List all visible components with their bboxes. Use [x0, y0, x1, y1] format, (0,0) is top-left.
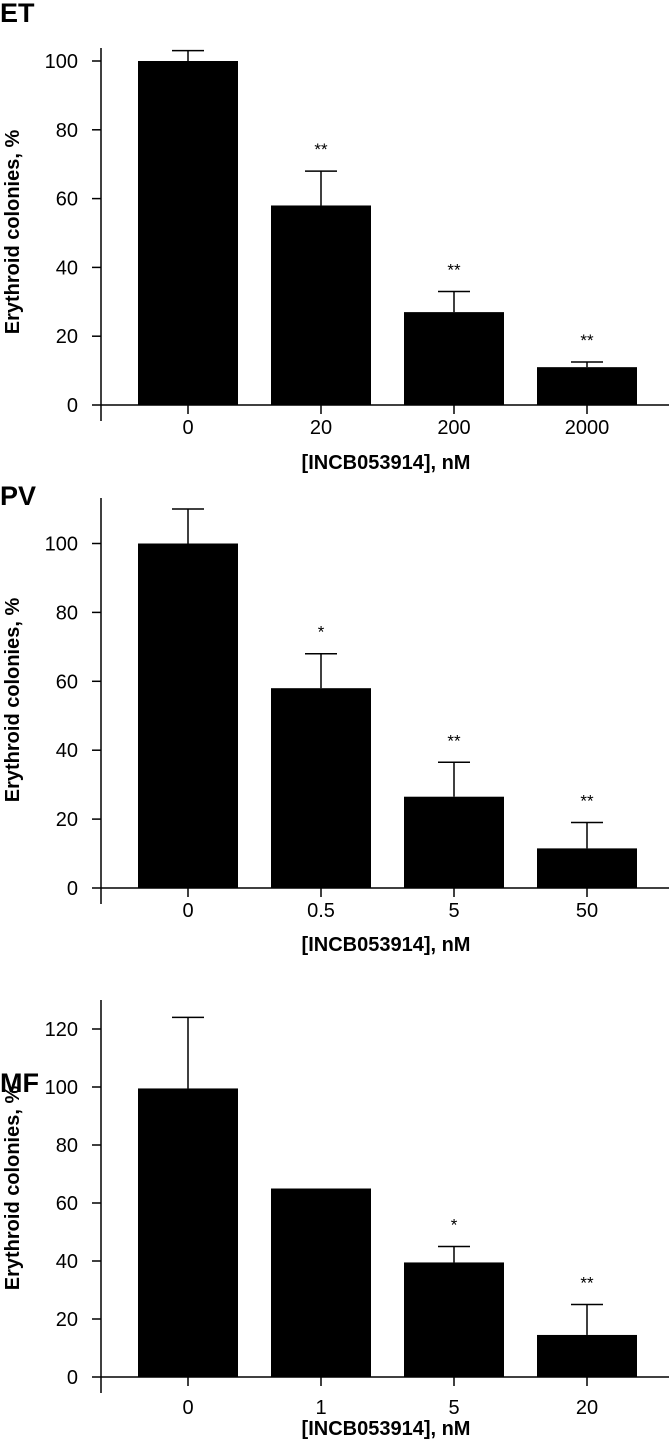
significance-label: ** — [580, 331, 594, 350]
significance-label: ** — [447, 260, 461, 279]
significance-label: ** — [447, 731, 461, 750]
y-tick-label: 80 — [56, 602, 78, 624]
x-tick-label: 1 — [315, 1397, 326, 1419]
y-tick-label: 120 — [45, 1019, 78, 1041]
significance-label: ** — [580, 792, 594, 811]
x-tick-label: 20 — [310, 417, 332, 439]
bar — [537, 367, 637, 405]
chart-panel-pv: PV Erythroid colonies, % 0 20 40 60 80 100 0 * 0.5… — [0, 481, 669, 956]
y-tick-label: 40 — [56, 740, 78, 762]
y-tick-label: 20 — [56, 809, 78, 831]
y-tick-label: 40 — [56, 1251, 78, 1273]
y-tick-label: 40 — [56, 257, 78, 279]
x-tick-label: 0 — [182, 1397, 193, 1419]
x-tick-label: 50 — [576, 900, 598, 922]
y-tick-label: 100 — [45, 534, 78, 556]
bar — [138, 543, 238, 888]
x-tick-label: 200 — [437, 417, 470, 439]
significance-label: * — [451, 1216, 458, 1235]
x-tick-label: 0.5 — [307, 900, 335, 922]
y-tick-label: 20 — [56, 326, 78, 348]
y-tick-label: 80 — [56, 1135, 78, 1157]
y-tick-label: 100 — [45, 1077, 78, 1099]
x-tick-label: 2000 — [565, 417, 610, 439]
x-tick-label: 0 — [182, 900, 193, 922]
y-tick-label: 100 — [45, 51, 78, 73]
panel-label: PV — [0, 481, 36, 511]
bar — [138, 1088, 238, 1377]
y-tick-label: 0 — [67, 1367, 78, 1389]
y-tick-label: 20 — [56, 1309, 78, 1331]
bar — [404, 796, 504, 888]
bar — [537, 1334, 637, 1377]
bar — [404, 312, 504, 405]
y-tick-label: 60 — [56, 1193, 78, 1215]
x-tick-label: 20 — [576, 1397, 598, 1419]
panel-label: MF — [0, 1068, 39, 1098]
x-tick-label: 0 — [182, 417, 193, 439]
y-tick-label: 60 — [56, 189, 78, 211]
y-tick-label: 0 — [67, 395, 78, 417]
chart-panel-et: ET Erythroid colonies, % 0 20 40 60 80 100 0 ** 20… — [0, 0, 669, 474]
y-tick-label: 60 — [56, 671, 78, 693]
x-tick-label: 5 — [448, 1397, 459, 1419]
bar — [271, 1188, 371, 1377]
x-axis-title: [INCB053914], nM — [302, 934, 471, 956]
y-tick-label: 80 — [56, 120, 78, 142]
bar — [271, 688, 371, 888]
x-axis-title: [INCB053914], nM — [302, 1418, 471, 1440]
bar — [404, 1262, 504, 1377]
significance-label: * — [318, 623, 325, 642]
bar — [537, 848, 637, 888]
significance-label: ** — [314, 140, 328, 159]
bar — [271, 205, 371, 405]
bar — [138, 61, 238, 405]
y-axis-title: Erythroid colonies, % — [2, 598, 24, 803]
y-axis-title: Erythroid colonies, % — [2, 130, 24, 335]
y-tick-label: 0 — [67, 878, 78, 900]
y-axis-title: Erythroid colonies, % — [2, 1086, 24, 1291]
significance-label: ** — [580, 1274, 594, 1293]
x-tick-label: 5 — [448, 900, 459, 922]
x-axis-title: [INCB053914], nM — [302, 452, 471, 474]
panel-label: ET — [0, 0, 35, 28]
